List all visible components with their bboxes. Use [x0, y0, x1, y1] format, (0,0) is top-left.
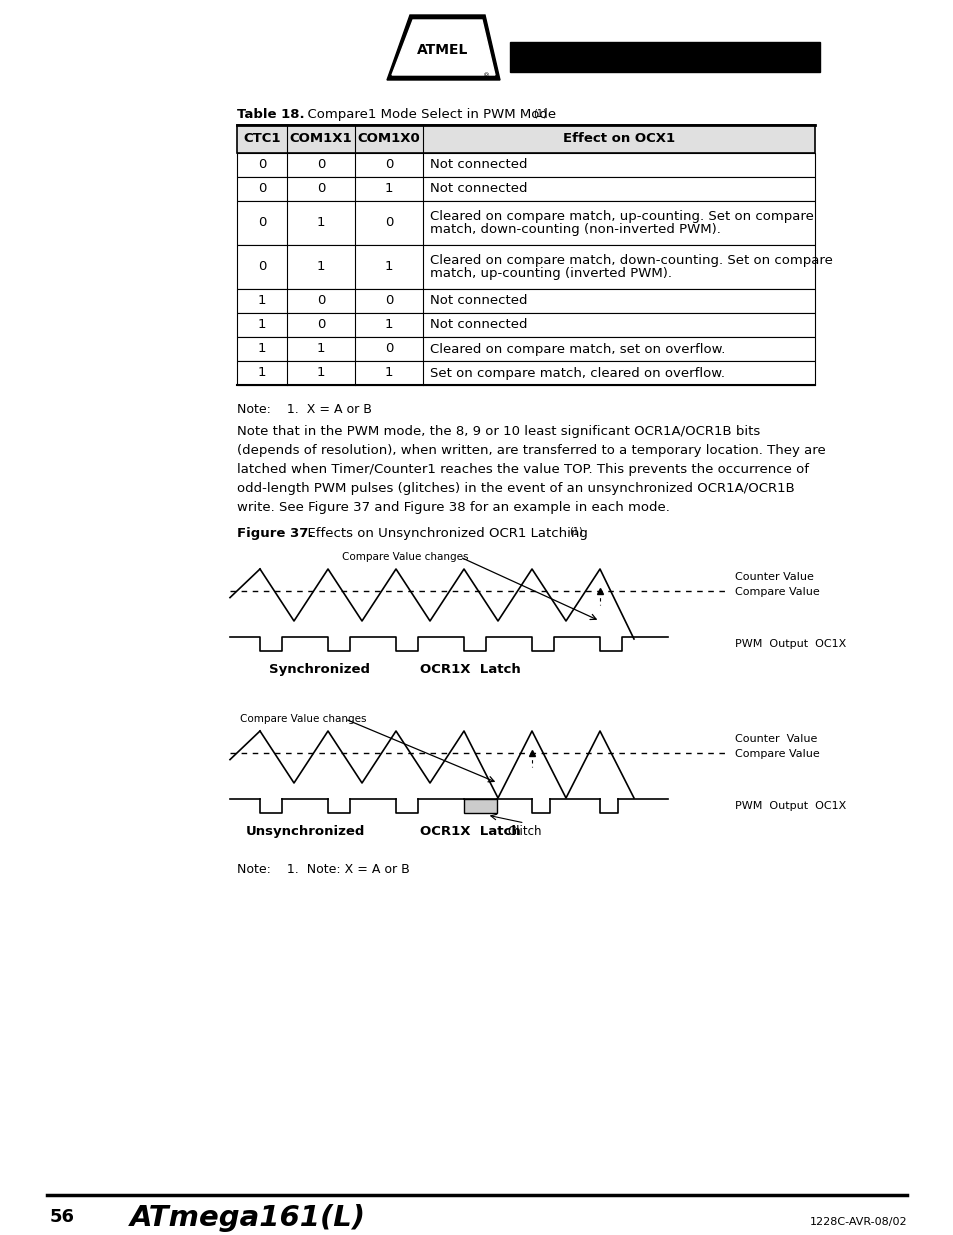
Text: 56: 56: [50, 1208, 75, 1226]
Text: ATmega161(L): ATmega161(L): [130, 1204, 366, 1233]
Bar: [236, 245, 814, 289]
Text: 1: 1: [384, 319, 393, 331]
Text: match, up-counting (inverted PWM).: match, up-counting (inverted PWM).: [430, 267, 671, 280]
Text: 0: 0: [257, 183, 266, 195]
Text: Compare Value changes: Compare Value changes: [240, 714, 366, 724]
Text: OCR1X  Latch: OCR1X Latch: [419, 663, 519, 676]
Text: match, down-counting (non-inverted PWM).: match, down-counting (non-inverted PWM).: [430, 224, 720, 236]
Text: 1: 1: [257, 342, 266, 356]
Text: OCR1X  Latch: OCR1X Latch: [419, 825, 519, 839]
Bar: [236, 177, 814, 201]
Bar: [236, 312, 814, 337]
Text: Counter Value: Counter Value: [734, 572, 813, 582]
Text: 0: 0: [316, 183, 325, 195]
Text: Note:    1.  Note: X = A or B: Note: 1. Note: X = A or B: [236, 863, 410, 876]
Text: 1: 1: [316, 216, 325, 230]
Text: 1: 1: [384, 261, 393, 273]
Text: 1: 1: [316, 261, 325, 273]
Text: Compare Value: Compare Value: [734, 587, 819, 597]
Text: 0: 0: [316, 294, 325, 308]
Text: Not connected: Not connected: [430, 183, 527, 195]
Text: Glitch: Glitch: [507, 825, 541, 839]
Text: 0: 0: [316, 158, 325, 172]
Text: Set on compare match, cleared on overflow.: Set on compare match, cleared on overflo…: [430, 367, 724, 379]
Text: 1228C-AVR-08/02: 1228C-AVR-08/02: [808, 1216, 906, 1228]
Bar: [236, 201, 814, 245]
Text: (1): (1): [533, 107, 546, 119]
Text: 1: 1: [257, 319, 266, 331]
Text: Compare Value changes: Compare Value changes: [341, 552, 468, 562]
Text: Not connected: Not connected: [430, 158, 527, 172]
Text: 0: 0: [257, 261, 266, 273]
Text: Synchronized: Synchronized: [269, 663, 370, 676]
Text: 0: 0: [257, 158, 266, 172]
Text: Compare Value: Compare Value: [734, 748, 819, 760]
Bar: [463, 799, 497, 813]
Text: 1: 1: [316, 342, 325, 356]
Text: ®: ®: [483, 73, 490, 79]
Text: Not connected: Not connected: [430, 319, 527, 331]
Text: Compare1 Mode Select in PWM Mode: Compare1 Mode Select in PWM Mode: [298, 107, 556, 121]
Text: 1: 1: [384, 183, 393, 195]
Bar: [236, 125, 814, 153]
Bar: [236, 337, 814, 361]
Polygon shape: [392, 20, 495, 75]
Bar: [510, 42, 820, 72]
Text: 0: 0: [384, 216, 393, 230]
Text: Counter  Value: Counter Value: [734, 734, 817, 743]
Bar: [236, 153, 814, 177]
Text: PWM  Output  OC1X: PWM Output OC1X: [734, 802, 845, 811]
Text: Note:    1.  X = A or B: Note: 1. X = A or B: [236, 403, 372, 416]
Bar: [236, 361, 814, 385]
Text: 0: 0: [316, 319, 325, 331]
Text: Table 18.: Table 18.: [236, 107, 304, 121]
Text: 0: 0: [384, 158, 393, 172]
Text: 0: 0: [384, 342, 393, 356]
Text: Cleared on compare match, set on overflow.: Cleared on compare match, set on overflo…: [430, 342, 724, 356]
Text: ATMEL: ATMEL: [416, 43, 468, 57]
Text: CTC1: CTC1: [243, 132, 280, 146]
Text: Unsynchronized: Unsynchronized: [245, 825, 364, 839]
Text: Figure 37.: Figure 37.: [236, 527, 314, 540]
Text: (1): (1): [568, 527, 582, 537]
Text: 1: 1: [384, 367, 393, 379]
Bar: [236, 289, 814, 312]
Polygon shape: [387, 15, 499, 80]
Text: COM1X1: COM1X1: [290, 132, 352, 146]
Text: Effect on OCX1: Effect on OCX1: [562, 132, 675, 146]
Text: Note that in the PWM mode, the 8, 9 or 10 least significant OCR1A/OCR1B bits
(de: Note that in the PWM mode, the 8, 9 or 1…: [236, 425, 825, 514]
Text: Cleared on compare match, down-counting. Set on compare: Cleared on compare match, down-counting.…: [430, 254, 832, 267]
Text: Not connected: Not connected: [430, 294, 527, 308]
Text: Cleared on compare match, up-counting. Set on compare: Cleared on compare match, up-counting. S…: [430, 210, 813, 224]
Text: 1: 1: [257, 294, 266, 308]
Text: COM1X0: COM1X0: [357, 132, 420, 146]
Text: 0: 0: [384, 294, 393, 308]
Text: 0: 0: [257, 216, 266, 230]
Text: 1: 1: [316, 367, 325, 379]
Text: 1: 1: [257, 367, 266, 379]
Text: Effects on Unsynchronized OCR1 Latching: Effects on Unsynchronized OCR1 Latching: [298, 527, 587, 540]
Text: PWM  Output  OC1X: PWM Output OC1X: [734, 638, 845, 650]
